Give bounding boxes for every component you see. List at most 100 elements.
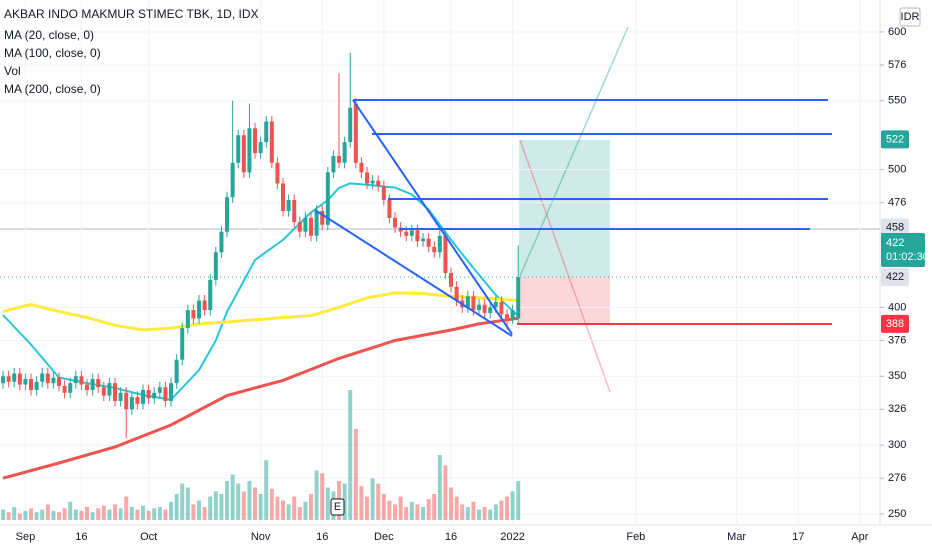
y-tick-label: 300 [888,439,906,451]
volume-bar [269,488,274,520]
volume-bar [113,504,118,520]
candle-body [258,142,263,154]
volume-bar [320,473,325,520]
volume-bar [180,483,185,520]
volume-bar [85,507,90,520]
x-tick-label: Sep [16,531,36,543]
candle-body [202,300,207,311]
y-tick-label: 250 [888,508,906,520]
volume-bar [230,474,235,520]
candle-body [163,387,168,402]
volume-bar [393,504,398,520]
candle-body [348,107,353,143]
volume-bar [79,510,84,520]
volume-bar [202,507,207,520]
volume-bar [488,509,493,520]
volume-bar [482,507,487,520]
candle-body [113,383,118,402]
volume-bar [421,507,426,520]
candle-body [365,172,370,184]
volume-bar [325,487,330,520]
candle-body [314,210,319,236]
volume-bar [23,510,28,520]
candle-body [292,199,297,223]
candle-body [12,373,17,382]
volume-bar [213,491,218,520]
candle-body [393,217,398,228]
candle-body [118,392,123,402]
candle-body [101,387,106,396]
candle-body [17,373,22,385]
candle-body [449,272,454,287]
candle-body [157,387,162,393]
price-tag-label: 388 [886,318,904,330]
price-tag [881,218,909,237]
x-tick-label: 16 [316,531,328,543]
candle-body [185,310,190,329]
volume-bar [415,504,420,520]
volume-bar [191,504,196,520]
candle-body [437,235,442,253]
volume-bar [449,487,454,520]
volume-bar [68,501,73,520]
volume-bar [96,508,101,520]
volume-bar [275,496,280,520]
countdown-label: 01:02:30 [886,251,929,263]
candle-body [454,286,459,301]
candle-body [191,310,196,319]
candle-body [45,373,50,384]
volume-bar [1,509,6,520]
price-tag [881,130,909,149]
candle-body [68,383,73,393]
candle-body [107,383,112,396]
price-tag-label: 522 [886,133,904,145]
candle-body [309,217,314,236]
earnings-marker[interactable] [330,498,345,516]
candle-body [23,379,28,385]
volume-bar [471,501,476,520]
indicator-label: Vol [4,64,21,78]
current-price-tag [881,233,925,267]
candle-body [359,162,364,173]
candle-body [129,396,134,410]
candle-body [96,379,101,388]
stop-zone [519,277,610,324]
volume-bar [174,494,179,520]
y-tick-label: 550 [888,95,906,107]
volume-bar [510,491,515,520]
volume-bar [247,481,252,520]
volume-bar [437,455,442,520]
candle-body [331,155,336,173]
candle-body [152,392,157,399]
x-tick-label: 2022 [500,531,524,543]
candle-body [286,199,291,211]
volume-bar [169,501,174,520]
price-tag [881,314,909,333]
current-price-label: 422 [886,237,904,249]
volume-bar [62,508,67,520]
volume-bar [12,507,17,520]
volume-bar [118,508,123,520]
volume-bar [146,510,151,520]
volume-bar [493,504,498,520]
candle-body [404,231,409,236]
volume-bar [258,494,263,520]
volume-bar [6,512,11,520]
candle-body [281,183,286,211]
candle-body [510,310,515,319]
candle-body [29,379,34,391]
candle-body [443,235,448,273]
candle-body [225,197,230,232]
x-tick-label: Feb [626,531,645,543]
volume-bar [40,509,45,520]
volume-bar [281,500,286,520]
y-tick-label: 500 [888,164,906,176]
volume-bar [124,496,129,520]
y-tick-label: 600 [888,26,906,38]
volume-bar [370,478,375,520]
candle-body [337,155,342,163]
volume-bar [135,509,140,520]
volume-bar [185,487,190,520]
candle-body [376,180,381,187]
projection-down [519,139,611,393]
